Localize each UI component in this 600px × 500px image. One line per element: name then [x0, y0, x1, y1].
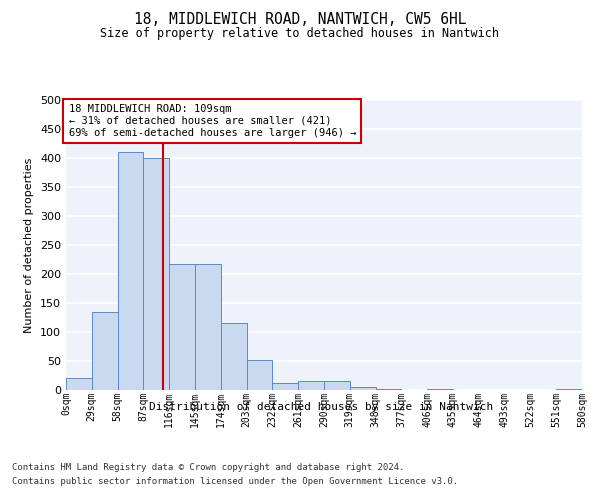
Bar [66, 378, 92, 390]
Text: 18, MIDDLEWICH ROAD, NANTWICH, CW5 6HL: 18, MIDDLEWICH ROAD, NANTWICH, CW5 6HL [134, 12, 466, 28]
Bar [247, 360, 272, 390]
Bar [350, 386, 376, 390]
Bar [324, 382, 350, 390]
Bar [118, 152, 143, 390]
Bar [272, 383, 298, 390]
Text: 18 MIDDLEWICH ROAD: 109sqm
← 31% of detached houses are smaller (421)
69% of sem: 18 MIDDLEWICH ROAD: 109sqm ← 31% of deta… [68, 104, 356, 138]
Y-axis label: Number of detached properties: Number of detached properties [25, 158, 34, 332]
Bar [143, 158, 169, 390]
Bar [195, 264, 221, 390]
Text: Size of property relative to detached houses in Nantwich: Size of property relative to detached ho… [101, 28, 499, 40]
Bar [169, 264, 195, 390]
Bar [92, 312, 118, 390]
Bar [298, 382, 324, 390]
Text: Contains HM Land Registry data © Crown copyright and database right 2024.: Contains HM Land Registry data © Crown c… [12, 462, 404, 471]
Text: Contains public sector information licensed under the Open Government Licence v3: Contains public sector information licen… [12, 478, 458, 486]
Bar [221, 324, 247, 390]
Text: Distribution of detached houses by size in Nantwich: Distribution of detached houses by size … [149, 402, 493, 412]
